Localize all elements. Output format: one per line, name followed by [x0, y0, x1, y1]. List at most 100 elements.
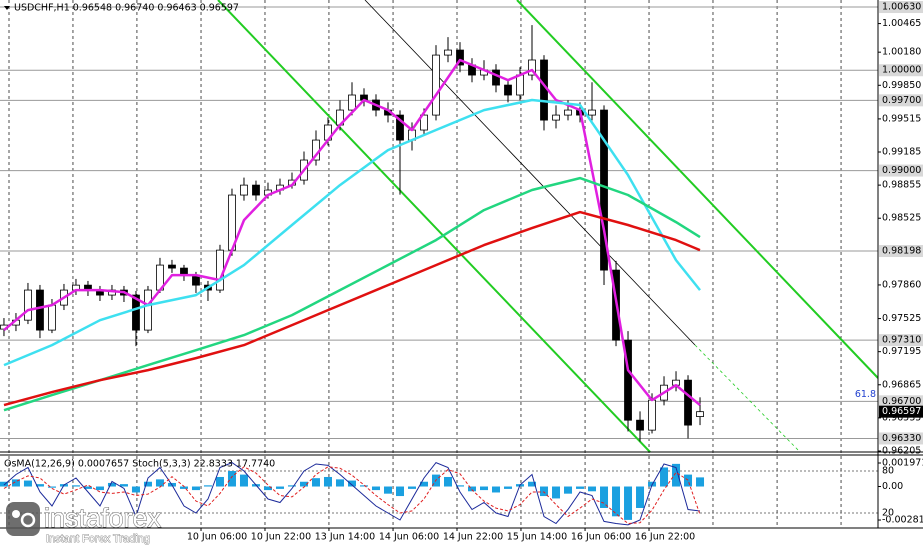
- level-box: [879, 1, 923, 14]
- osma-bar: [335, 479, 344, 487]
- candle-body: [552, 114, 560, 121]
- osma-bar: [492, 486, 501, 493]
- level-box: [879, 334, 923, 347]
- x-tick-label: 10 Jun 06:00: [187, 532, 247, 543]
- osma-bar: [419, 481, 428, 487]
- chart-title: USDCHF,H1 0.96548 0.96740 0.96463 0.9659…: [14, 3, 239, 14]
- osma-bar: [528, 481, 537, 487]
- osma-bar: [47, 486, 56, 488]
- osma-bar: [660, 467, 669, 487]
- y-tick-label: 0.96865: [882, 379, 921, 390]
- level-label: 0.96330: [882, 433, 921, 444]
- candle-body: [144, 289, 152, 331]
- osma-bar: [588, 486, 597, 492]
- candle-body: [168, 264, 176, 269]
- y2-tick-label: 20: [882, 508, 894, 519]
- level-box: [879, 164, 923, 177]
- last-price-box: [879, 405, 923, 418]
- moving-average: [3, 98, 701, 367]
- osma-bar: [179, 486, 188, 489]
- osma-bar: [71, 485, 80, 487]
- y-tick-label: 0.97525: [882, 313, 921, 324]
- osma-bar: [215, 476, 224, 487]
- osma-bar: [383, 486, 392, 494]
- y2-tick-label: 80: [882, 465, 894, 476]
- logo-ring: [20, 512, 36, 528]
- osma-bar: [107, 482, 116, 487]
- osma-bar: [11, 479, 20, 487]
- candle-body: [24, 289, 32, 321]
- candle-body: [516, 74, 524, 96]
- level-box: [879, 395, 923, 408]
- level-label: 1.00000: [882, 65, 921, 76]
- candle-body: [132, 294, 140, 331]
- osma-bar: [576, 486, 585, 489]
- stochastic-line: [3, 466, 701, 525]
- osma-bar: [696, 477, 705, 487]
- candle-body: [588, 109, 596, 116]
- candle-body: [240, 184, 248, 196]
- level-label: 0.99700: [882, 95, 921, 106]
- osma-bar: [480, 486, 489, 491]
- osma-bar: [444, 476, 453, 487]
- logo-dot: [12, 510, 20, 518]
- x-tick-label: 16 Jun 22:00: [635, 532, 695, 543]
- candle-body: [36, 289, 44, 331]
- trend-line: [364, 0, 696, 346]
- osma-bar: [636, 486, 645, 508]
- osma-bar: [468, 486, 477, 492]
- fib-label: 61.8: [855, 389, 876, 400]
- x-tick-label: 15 Jun 14:00: [507, 532, 567, 543]
- osma-bar: [155, 479, 164, 487]
- osma-bar: [612, 486, 621, 517]
- osma-bar: [540, 486, 549, 497]
- candle-body: [684, 379, 692, 426]
- osma-bar: [0, 481, 8, 487]
- osma-bar: [504, 486, 513, 489]
- candle-body: [432, 54, 440, 116]
- level-label: 0.99000: [882, 165, 921, 176]
- level-label: 0.97310: [882, 335, 921, 346]
- osma-bar: [239, 474, 248, 487]
- indicator-title: OsMA(12,26,9) 0.0007657 Stoch(5,3,3) 22.…: [4, 459, 275, 470]
- y-tick-label: 0.0019719: [882, 458, 923, 469]
- osma-bar: [275, 486, 284, 489]
- logo-tagline: Instant Forex Trading: [46, 533, 150, 545]
- candle-body: [600, 109, 608, 271]
- watermark: instaforex Instant Forex Trading: [6, 502, 162, 545]
- candle-body: [492, 69, 500, 86]
- osma-bar: [23, 480, 32, 487]
- y-tick-label: 1.00465: [882, 18, 921, 29]
- osma-bar: [684, 474, 693, 487]
- osma-bar: [263, 486, 272, 491]
- x-tick-label: 10 Jun 22:00: [251, 532, 311, 543]
- y-tick-label: 0.99515: [882, 113, 921, 124]
- candle-body: [528, 59, 536, 76]
- x-tick-label: 14 Jun 06:00: [379, 532, 439, 543]
- osma-bar: [143, 481, 152, 487]
- osma-bar: [131, 486, 140, 493]
- osma-bar: [299, 481, 308, 487]
- channel-line: [516, 0, 878, 379]
- osma-bar: [359, 485, 368, 487]
- candle-body: [564, 109, 572, 116]
- y-tick-label: 0.99185: [882, 147, 921, 158]
- moving-average: [3, 210, 701, 407]
- osma-bar: [287, 485, 296, 487]
- y-tick-label: 0.96535: [882, 412, 921, 423]
- osma-bar: [456, 485, 465, 487]
- osma-bar: [672, 463, 681, 487]
- osma-bar: [311, 478, 320, 487]
- y-tick-label: 0.00: [882, 481, 903, 492]
- candle-body: [252, 184, 260, 196]
- level-box: [879, 64, 923, 77]
- y-tick-label: 0.97860: [882, 279, 921, 290]
- osma-bar: [323, 476, 332, 487]
- osma-bar: [227, 471, 236, 487]
- y-tick-label: 0.98525: [882, 213, 921, 224]
- level-label: 0.96700: [882, 396, 921, 407]
- osma-bar: [347, 480, 356, 487]
- y-tick-label: 0.97195: [882, 346, 921, 357]
- osma-bar: [191, 486, 200, 491]
